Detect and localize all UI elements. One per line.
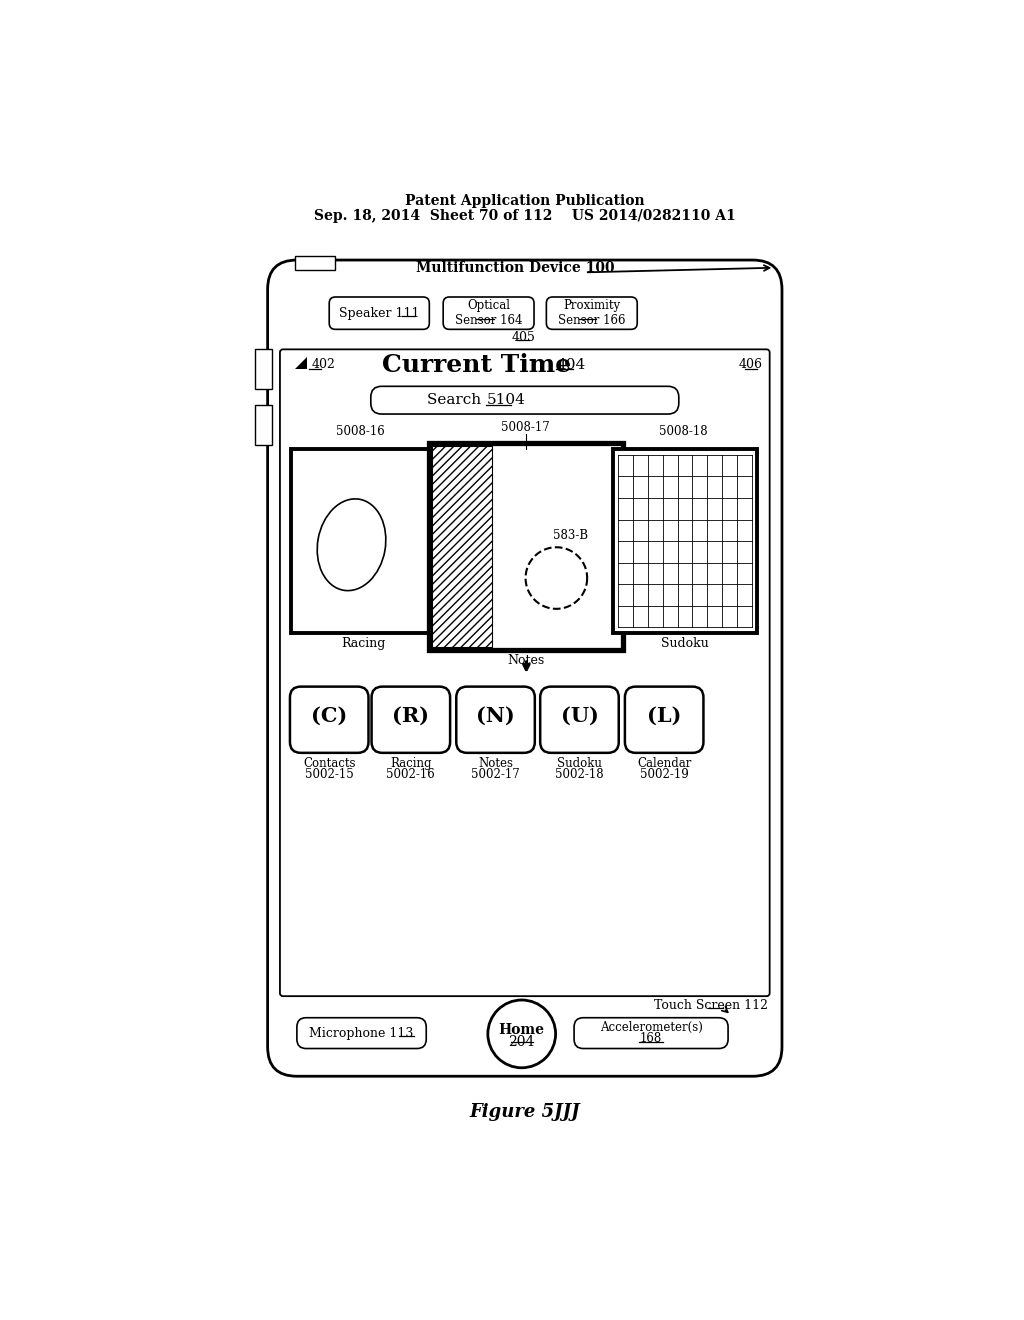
Text: 405: 405: [511, 330, 536, 343]
FancyBboxPatch shape: [330, 297, 429, 330]
Text: 5008-18: 5008-18: [659, 425, 708, 438]
Text: 5008-16: 5008-16: [336, 425, 384, 438]
Text: 5002-18: 5002-18: [555, 768, 604, 781]
Text: 206: 206: [303, 256, 327, 269]
Text: 168: 168: [640, 1032, 663, 1045]
Polygon shape: [295, 358, 307, 370]
FancyBboxPatch shape: [372, 686, 451, 752]
Text: Touch Screen 112: Touch Screen 112: [654, 999, 768, 1012]
Text: 402: 402: [311, 358, 336, 371]
FancyBboxPatch shape: [290, 686, 369, 752]
Text: (C): (C): [311, 706, 347, 726]
Text: 583-B: 583-B: [553, 529, 588, 543]
Text: Optical
Sensor 164: Optical Sensor 164: [455, 300, 522, 327]
Circle shape: [487, 1001, 556, 1068]
FancyBboxPatch shape: [541, 686, 618, 752]
Text: 5002-19: 5002-19: [640, 768, 688, 781]
Text: Speaker 111: Speaker 111: [339, 306, 420, 319]
FancyBboxPatch shape: [443, 297, 535, 330]
Bar: [612, 449, 758, 632]
FancyBboxPatch shape: [297, 1018, 426, 1048]
Text: Patent Application Publication: Patent Application Publication: [404, 194, 645, 207]
Text: Current Time: Current Time: [382, 352, 571, 376]
Bar: [295, 256, 335, 271]
Text: Sudoku: Sudoku: [557, 758, 602, 770]
Text: 404: 404: [556, 358, 586, 372]
Text: Microphone 113: Microphone 113: [309, 1027, 414, 1040]
Text: Search: Search: [427, 393, 486, 407]
Bar: [429, 444, 624, 649]
Ellipse shape: [317, 499, 386, 590]
Text: 406: 406: [738, 358, 763, 371]
Text: (U): (U): [560, 706, 598, 726]
Text: 208: 208: [259, 359, 268, 380]
Text: Sudoku: Sudoku: [662, 638, 709, 649]
Bar: [255, 350, 272, 389]
FancyBboxPatch shape: [371, 387, 679, 414]
Text: (R): (R): [392, 706, 429, 726]
Text: Racing: Racing: [390, 758, 431, 770]
Text: 5002-17: 5002-17: [471, 768, 520, 781]
FancyBboxPatch shape: [574, 1018, 728, 1048]
Text: Notes: Notes: [508, 653, 545, 667]
Text: 208: 208: [259, 414, 268, 436]
Text: (N): (N): [476, 706, 515, 726]
Text: Proximity
Sensor 166: Proximity Sensor 166: [558, 300, 626, 327]
Text: Calendar: Calendar: [637, 758, 691, 770]
Text: Accelerometer(s): Accelerometer(s): [600, 1020, 702, 1034]
Text: 5008-17: 5008-17: [501, 421, 550, 434]
Text: 204: 204: [509, 1035, 535, 1049]
Bar: [255, 405, 272, 445]
Text: Home: Home: [499, 1023, 545, 1038]
FancyBboxPatch shape: [457, 686, 535, 752]
Text: 5002-15: 5002-15: [305, 768, 353, 781]
Text: Racing: Racing: [341, 638, 385, 649]
Text: Contacts: Contacts: [303, 758, 355, 770]
Text: Multifunction Device 100: Multifunction Device 100: [416, 261, 614, 275]
Bar: [291, 449, 435, 632]
FancyBboxPatch shape: [547, 297, 637, 330]
FancyBboxPatch shape: [625, 686, 703, 752]
FancyBboxPatch shape: [267, 260, 782, 1076]
Bar: [432, 446, 493, 647]
FancyBboxPatch shape: [280, 350, 770, 997]
Text: Figure 5JJJ: Figure 5JJJ: [469, 1102, 581, 1121]
Text: 5104: 5104: [486, 393, 525, 407]
Text: (L): (L): [647, 706, 681, 726]
Text: Sep. 18, 2014  Sheet 70 of 112    US 2014/0282110 A1: Sep. 18, 2014 Sheet 70 of 112 US 2014/02…: [314, 209, 735, 223]
Text: Notes: Notes: [478, 758, 513, 770]
Text: 5002-16: 5002-16: [386, 768, 435, 781]
